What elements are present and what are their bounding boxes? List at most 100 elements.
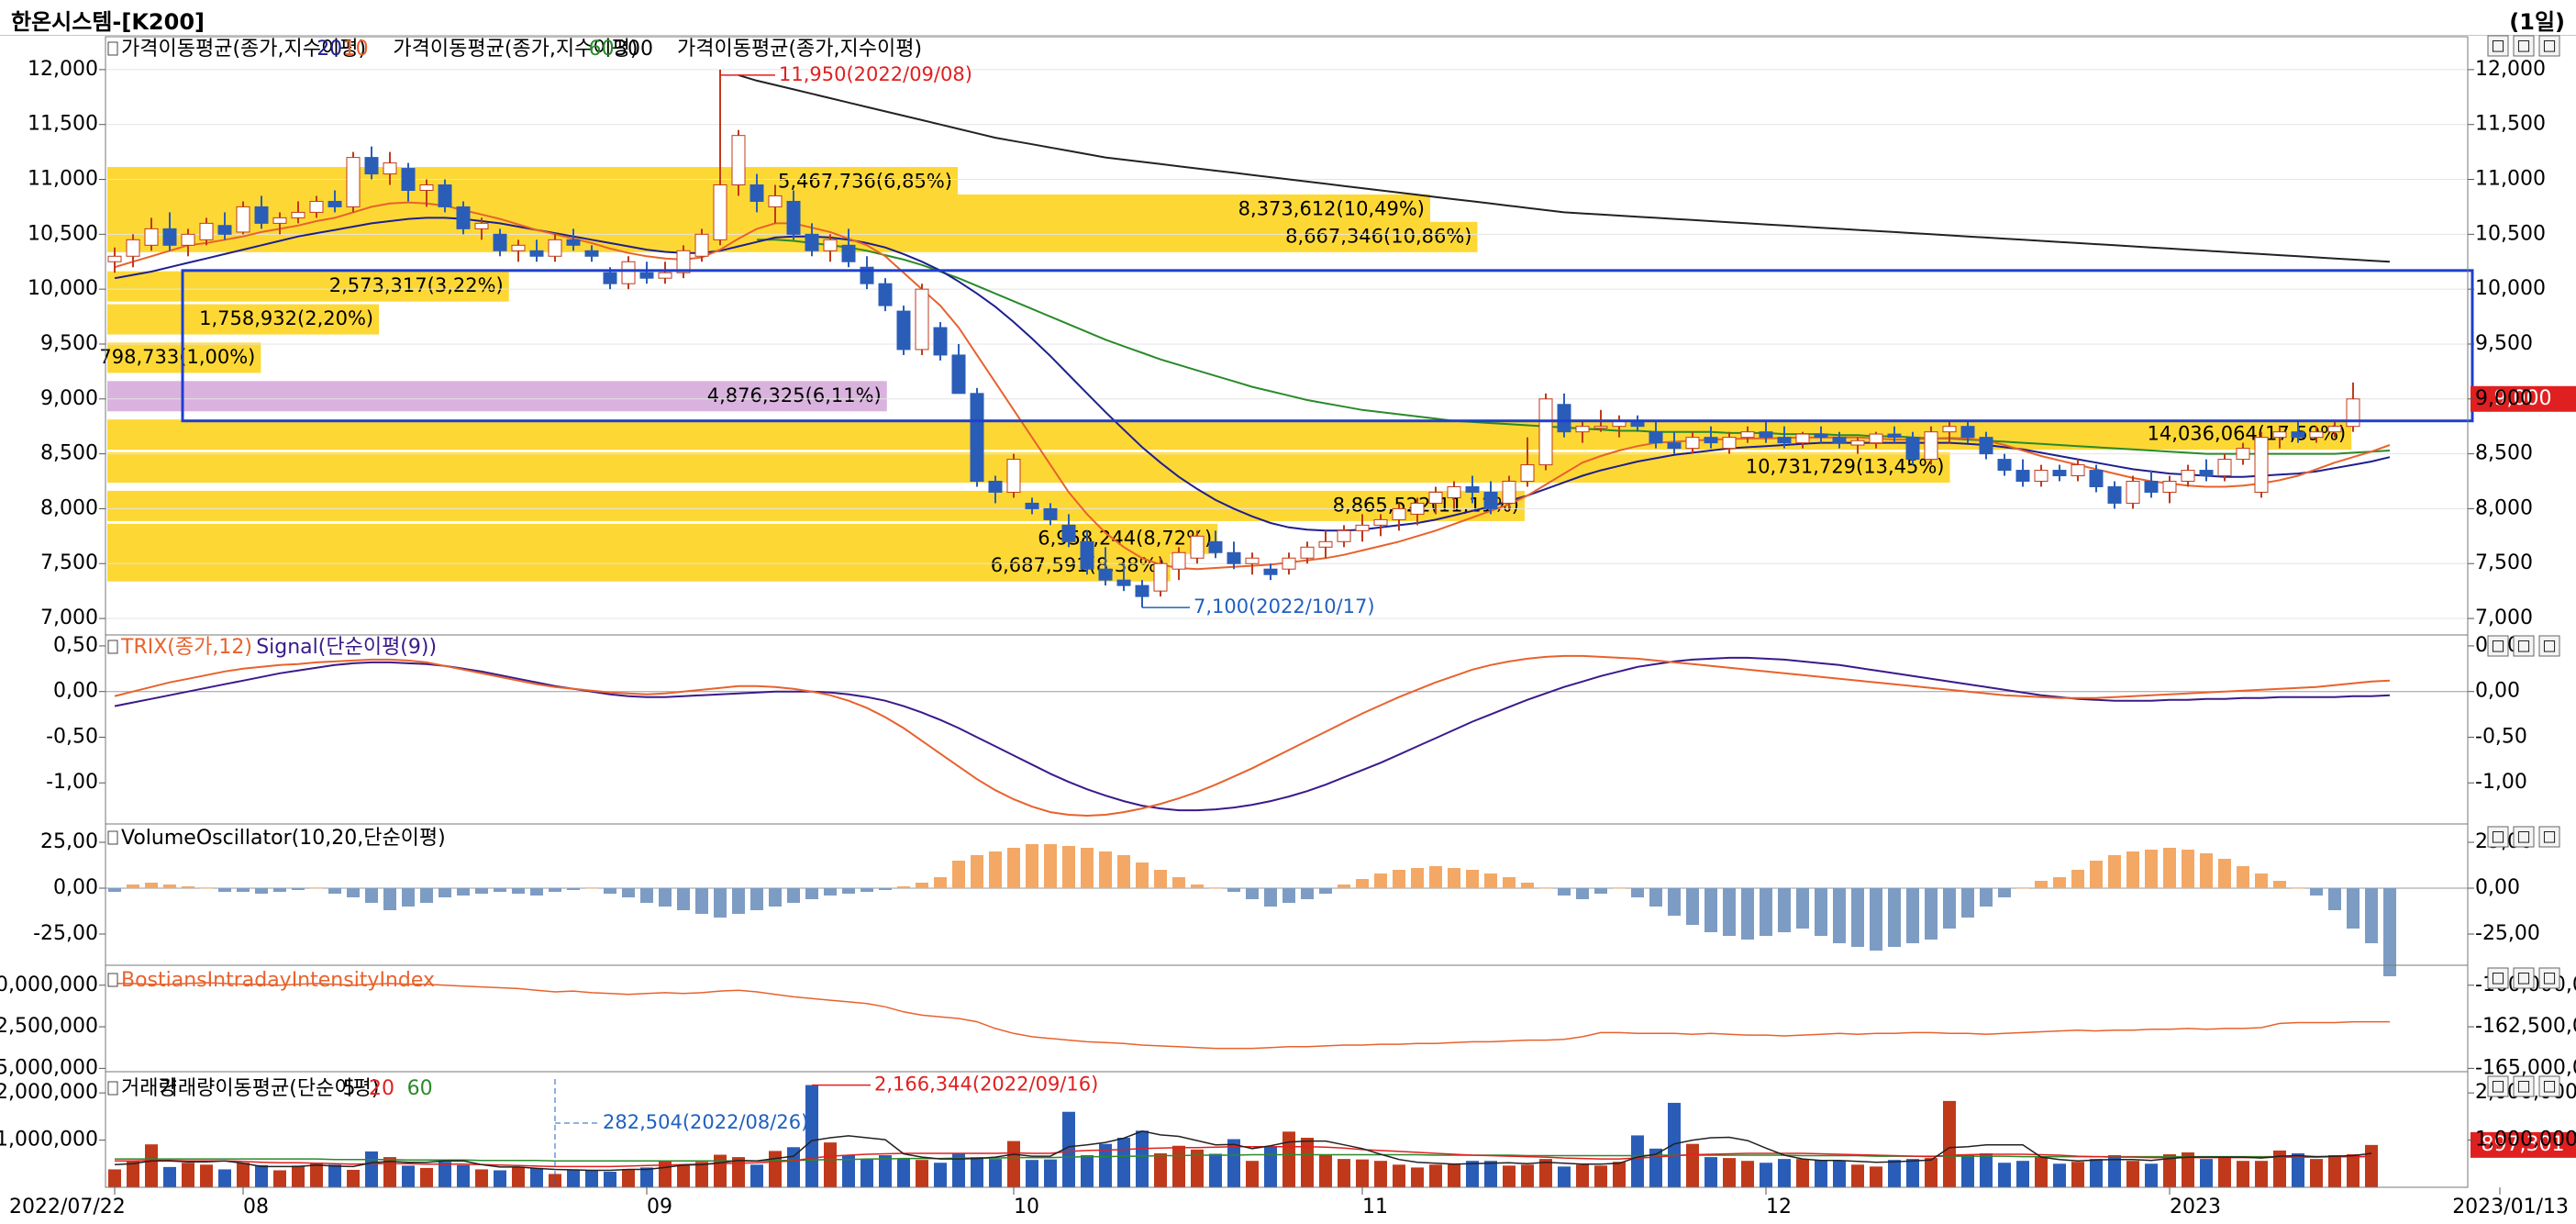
bostian-legend-checkbox-icon	[107, 973, 118, 987]
volume-oscillator-bar	[1686, 888, 1699, 925]
volume-profile-label: 8,373,612(10,49%)	[1238, 197, 1425, 219]
price-right-tick-label: 9,000	[2475, 387, 2533, 410]
volume-oscillator-bar	[2108, 855, 2121, 888]
period-indicator[interactable]: (1일)	[2509, 9, 2565, 35]
price-right-tick-label: 8,500	[2475, 442, 2533, 465]
volume-panel-button[interactable]	[2487, 1075, 2509, 1097]
volume-oscillator-bar	[328, 888, 341, 894]
volume-bar	[420, 1167, 433, 1187]
bostian-panel-button[interactable]	[2513, 967, 2535, 989]
volume-oscillator-bar	[1448, 868, 1460, 888]
trix-panel-button[interactable]	[2538, 635, 2560, 657]
candle-body	[1337, 529, 1351, 542]
current-price-label: 9,000	[2494, 387, 2552, 410]
candle-body	[1942, 426, 1957, 433]
candle-body	[529, 250, 544, 257]
volume-oscillator-bar	[1172, 877, 1185, 888]
candle-body	[694, 233, 709, 257]
volume-bar	[1044, 1159, 1057, 1187]
candle-body	[2052, 470, 2067, 477]
volume-oscillator-panel-button[interactable]	[2538, 826, 2560, 848]
chart-window-title: 한온시스템-[K200]	[11, 9, 205, 35]
volume-panel-button[interactable]	[2513, 1075, 2535, 1097]
price-legend-item: 가격이동평균(종가,지수이평)	[121, 38, 366, 61]
candle-body	[1282, 557, 1296, 570]
volume-left-tick-label: 1,000,000	[0, 1129, 98, 1152]
price-right-tick-label: 10,500	[2475, 222, 2546, 245]
volume-bar	[1026, 1160, 1038, 1187]
candle-body	[1171, 551, 1186, 570]
volume-oscillator-bar	[145, 883, 158, 888]
x-axis-label: 2023	[2170, 1196, 2221, 1218]
volume-bar	[1741, 1161, 1754, 1187]
candle-body	[1924, 431, 1938, 461]
candle-body	[2236, 448, 2250, 461]
volume-oscillator-bar	[989, 851, 1002, 888]
volume-oscillator-bar	[2035, 881, 2048, 888]
volume-oscillator-bar	[1833, 888, 1846, 943]
candle-body	[346, 157, 361, 207]
volume-oscillator-bar	[1099, 851, 1112, 888]
volume-oscillator-bar	[1980, 888, 1993, 907]
price-right-tick-label: 7,000	[2475, 606, 2533, 629]
volume-bar	[1227, 1139, 1240, 1187]
volume-profile-bar	[107, 490, 1525, 521]
price-right-tick-label: 11,000	[2475, 168, 2546, 191]
volume-bar	[402, 1165, 415, 1187]
volume-bar	[347, 1169, 360, 1187]
volume-oscillator-bar	[1723, 888, 1736, 936]
price-panel-button[interactable]	[2513, 35, 2535, 57]
candle-body	[309, 200, 324, 213]
volume-oscillator-panel-button[interactable]	[2487, 826, 2509, 848]
price-panel-button[interactable]	[2487, 35, 2509, 57]
volume-profile-label: 5,467,736(6,85%)	[778, 171, 952, 193]
trix-panel-button[interactable]	[2513, 635, 2535, 657]
volume-oscillator-bar	[475, 888, 488, 894]
volume-oscillator-bar	[2292, 888, 2304, 889]
volume-bar	[2255, 1161, 2268, 1187]
volume-panel-button-icon: □	[2491, 1077, 2504, 1095]
bostian-panel-button[interactable]	[2487, 967, 2509, 989]
candle-body	[1300, 546, 1315, 559]
volume-bar	[237, 1163, 250, 1187]
candle-body	[2107, 485, 2122, 504]
bostian-left-tick-label: 60,000,000	[0, 974, 98, 996]
volume-oscillator-bar	[1007, 848, 1020, 888]
price-panel-button[interactable]	[2538, 35, 2560, 57]
trix-legend-item: Signal(단순이평(9))	[256, 636, 437, 659]
candle-body	[364, 157, 379, 175]
candle-body	[1428, 491, 1443, 504]
volume-oscillator-bar	[365, 888, 378, 903]
volume-oscillator-bar	[2328, 888, 2341, 910]
bostian-panel-button[interactable]	[2538, 967, 2560, 989]
candle-body	[603, 272, 617, 284]
volume-bar	[1209, 1153, 1222, 1187]
volume-oscillator-bar	[1227, 888, 1240, 892]
trix-right-tick-label: -0,50	[2475, 725, 2527, 748]
trix-panel-button[interactable]	[2487, 635, 2509, 657]
volume-oscillator-bar	[842, 888, 855, 894]
volume-oscillator-bar	[1631, 888, 1644, 897]
price-left-tick-label: 9,000	[40, 387, 98, 410]
volume-profile-bar	[107, 452, 1950, 484]
stock-chart[interactable]: 5,467,736(6,85%) 8,373,612(10,49%) 8,667,3…	[0, 35, 2576, 1224]
price-left-tick-label: 12,000	[28, 58, 98, 81]
volume-bar	[1172, 1145, 1185, 1187]
volume-oscillator-bar	[1760, 888, 1772, 936]
volume-bar	[934, 1163, 947, 1187]
volume-bar	[1246, 1161, 1259, 1187]
volume-bar	[1282, 1131, 1295, 1187]
volume-oscillator-bar	[2365, 888, 2378, 943]
title-bar: 한온시스템-[K200] (1일)	[0, 0, 2576, 36]
volume-bar	[897, 1158, 910, 1187]
volume-oscillator-bar	[512, 888, 525, 894]
candle-body	[107, 255, 122, 262]
x-axis-label: 12	[1766, 1196, 1792, 1218]
volume-oscillator-panel-button[interactable]	[2513, 826, 2535, 848]
volume-panel-button[interactable]	[2538, 1075, 2560, 1097]
volume-profile-bar	[107, 271, 509, 302]
bostian-left-tick-label: 62,500,000	[0, 1015, 98, 1038]
volume-profile-bar	[107, 551, 1171, 582]
volume-bar	[622, 1169, 635, 1187]
volume-bar	[2090, 1159, 2103, 1187]
